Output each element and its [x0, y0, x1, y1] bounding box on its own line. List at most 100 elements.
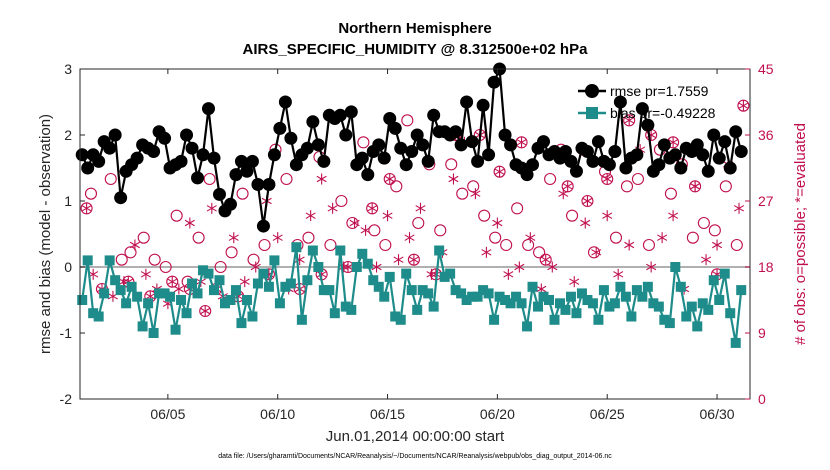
y-tick-label-right: 18 — [758, 259, 774, 275]
evaluated-marker — [582, 195, 593, 207]
evaluated-marker — [228, 232, 239, 244]
rmse-point — [174, 154, 188, 168]
y-tick-label-left: -2 — [60, 391, 73, 407]
rmse-point — [718, 135, 732, 149]
y-axis-label-right: # of obs: o=possible; *=evaluated — [792, 123, 809, 345]
bias-point — [511, 291, 522, 302]
evaluated-marker — [733, 202, 745, 214]
rmse-point — [278, 95, 292, 109]
bias-point — [148, 328, 159, 338]
rmse-point — [234, 154, 248, 168]
bias-point — [505, 298, 516, 309]
evaluated-marker — [239, 276, 250, 288]
rmse-point — [712, 151, 726, 165]
rmse-point — [394, 141, 408, 155]
evaluated-marker — [602, 173, 613, 185]
rmse-point — [75, 148, 89, 162]
rmse-point — [482, 148, 496, 162]
bias-point — [719, 268, 730, 279]
y-tick-label-right: 36 — [758, 127, 774, 143]
evaluated-marker — [701, 254, 712, 266]
rmse-point — [569, 164, 583, 178]
bias-point — [489, 314, 500, 325]
possible-marker — [434, 224, 447, 237]
rmse-point — [707, 128, 721, 142]
y-tick-label-left: 1 — [64, 193, 72, 209]
possible-marker — [544, 172, 557, 186]
rmse-point — [657, 138, 671, 152]
evaluated-marker — [404, 232, 415, 244]
bias-point — [571, 308, 582, 319]
evaluated-marker — [448, 173, 459, 185]
legend: rmse pr=1.7559 bias pr=-0.49228 — [578, 83, 716, 121]
bias-point — [143, 298, 154, 309]
evaluated-marker — [516, 136, 527, 148]
bias-point — [428, 301, 439, 312]
x-tick-label: 06/05 — [150, 406, 185, 422]
bias-point — [412, 304, 423, 315]
bias-point — [247, 311, 258, 322]
bias-point — [664, 318, 675, 329]
bias-point — [368, 275, 379, 286]
rmse-point — [537, 135, 551, 149]
evaluated-marker — [668, 210, 679, 222]
evaluated-marker — [494, 166, 505, 178]
evaluated-marker — [613, 268, 624, 280]
possible-marker — [500, 238, 513, 252]
evaluated-marker — [129, 239, 140, 251]
bias-point — [384, 271, 395, 282]
bias-point — [423, 288, 434, 299]
rmse-point — [498, 128, 512, 142]
possible-marker — [324, 238, 337, 252]
x-axis-label: Jun.01,2014 00:00:00 start — [326, 428, 505, 445]
evaluated-marker — [712, 239, 723, 251]
evaluated-marker — [305, 210, 316, 222]
bias-point — [214, 275, 225, 286]
bias-point — [219, 298, 230, 309]
bias-point — [714, 295, 725, 305]
evaluated-marker — [316, 173, 327, 185]
bias-point — [626, 311, 637, 322]
possible-marker — [533, 246, 546, 259]
evaluated-marker — [624, 239, 635, 251]
bias-point — [434, 245, 445, 256]
possible-marker — [708, 224, 721, 237]
bias-point — [115, 285, 126, 296]
possible-marker — [280, 172, 293, 186]
rmse-point — [92, 154, 106, 168]
possible-marker — [642, 238, 656, 252]
bias-point — [659, 314, 670, 325]
bias-point — [126, 281, 137, 292]
y-tick-label-left: 0 — [64, 259, 72, 275]
rmse-point — [449, 125, 463, 139]
evaluated-marker — [173, 283, 184, 295]
bias-point — [263, 281, 274, 292]
bias-point — [461, 295, 472, 305]
evaluated-marker — [140, 268, 151, 280]
rmse-point — [300, 141, 314, 155]
rmse-point — [180, 128, 194, 142]
rmse-point — [399, 158, 413, 172]
rmse-point — [196, 148, 210, 162]
bias-point — [198, 265, 209, 276]
possible-marker — [137, 231, 150, 244]
evaluated-marker — [408, 254, 419, 266]
rmse-point — [465, 135, 479, 149]
rmse-point — [256, 219, 270, 233]
rmse-point — [267, 148, 281, 162]
bias-point — [302, 275, 313, 286]
bias-point — [280, 281, 291, 292]
bias-point — [554, 298, 565, 309]
evaluated-marker — [272, 232, 283, 244]
rmse-point — [564, 154, 578, 168]
rmse-point — [674, 161, 688, 175]
rmse-point — [383, 112, 397, 125]
rmse-point — [273, 121, 287, 135]
possible-marker — [124, 246, 137, 259]
evaluated-marker — [481, 246, 492, 258]
bias-point — [165, 291, 176, 302]
possible-marker — [566, 209, 579, 222]
rmse-point — [289, 158, 303, 172]
evaluated-marker — [360, 224, 371, 236]
possible-marker — [478, 209, 491, 222]
